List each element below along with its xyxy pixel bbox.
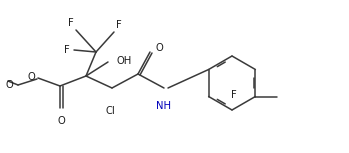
- Text: Cl: Cl: [105, 106, 115, 116]
- Text: O: O: [155, 43, 163, 53]
- Text: O: O: [57, 116, 65, 126]
- Text: O: O: [27, 72, 35, 82]
- Text: O: O: [5, 80, 13, 90]
- Text: F: F: [68, 18, 74, 28]
- Text: F: F: [64, 45, 70, 55]
- Text: OH: OH: [116, 56, 131, 66]
- Text: F: F: [231, 90, 237, 100]
- Text: NH: NH: [156, 101, 171, 111]
- Text: F: F: [116, 20, 122, 30]
